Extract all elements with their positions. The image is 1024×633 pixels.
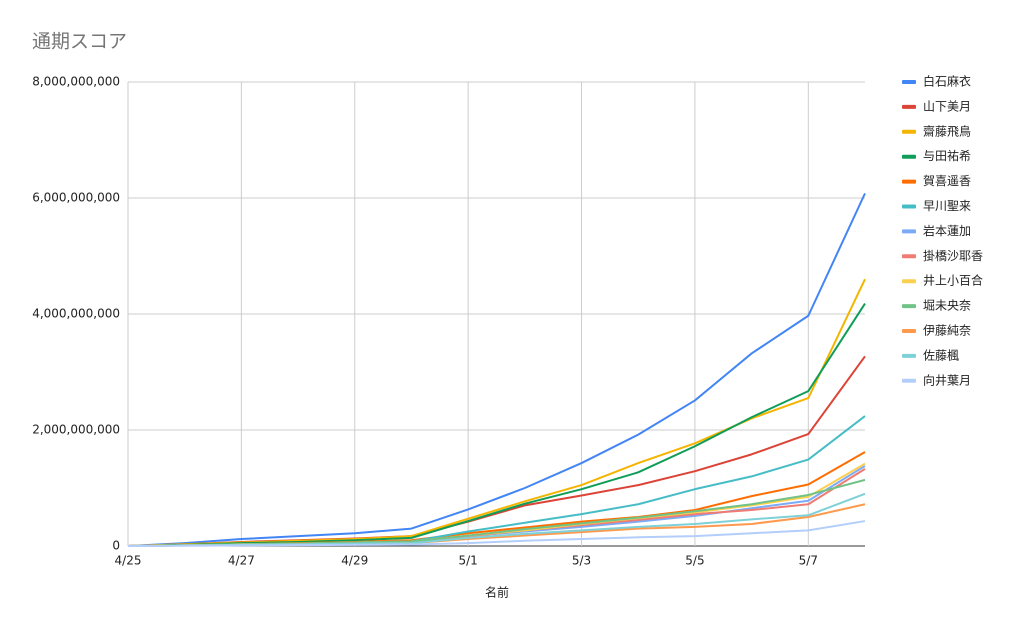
y-tick-label: 0 bbox=[112, 539, 120, 553]
x-tick-label: 5/5 bbox=[685, 554, 704, 568]
y-tick-label: 8,000,000,000 bbox=[32, 75, 120, 89]
legend-marker bbox=[902, 179, 916, 184]
series-line bbox=[127, 303, 866, 547]
legend-label: 向井葉月 bbox=[923, 372, 971, 387]
x-tick-label: 4/27 bbox=[228, 554, 255, 568]
legend-label: 齋藤飛鳥 bbox=[923, 123, 971, 138]
legend-marker bbox=[902, 80, 916, 84]
chart-title: 通期スコア bbox=[32, 31, 127, 53]
legend-marker bbox=[902, 129, 916, 134]
x-tick-label: 4/29 bbox=[341, 554, 368, 568]
legend-marker bbox=[902, 229, 916, 234]
x-tick-label: 5/1 bbox=[458, 554, 477, 568]
x-tick-label: 4/25 bbox=[115, 554, 142, 568]
legend-marker bbox=[902, 378, 916, 383]
legend-label: 掛橋沙耶香 bbox=[923, 248, 983, 263]
x-tick-label: 5/3 bbox=[572, 554, 591, 568]
legend-label: 岩本蓮加 bbox=[923, 223, 971, 238]
legend-marker bbox=[902, 104, 916, 109]
legend-marker bbox=[902, 304, 916, 309]
legend-marker bbox=[902, 329, 916, 333]
legend-label: 佐藤楓 bbox=[923, 347, 959, 362]
legend-label: 山下美月 bbox=[923, 99, 971, 113]
x-axis-label: 名前 bbox=[485, 585, 509, 600]
legend-marker bbox=[902, 254, 916, 259]
legend-label: 白石麻衣 bbox=[923, 74, 971, 89]
legend-label: 井上小百合 bbox=[923, 273, 983, 288]
y-tick-label: 2,000,000,000 bbox=[32, 423, 120, 437]
legend-label: 堀未央奈 bbox=[923, 298, 971, 313]
series-line bbox=[127, 520, 866, 547]
legend-label: 伊藤純奈 bbox=[923, 324, 971, 338]
series-line bbox=[127, 192, 866, 547]
x-tick-label: 5/7 bbox=[799, 554, 818, 568]
legend-marker bbox=[902, 353, 916, 358]
legend-marker bbox=[902, 204, 916, 209]
legend-marker bbox=[902, 279, 916, 284]
y-tick-label: 4,000,000,000 bbox=[32, 307, 120, 321]
legend-label: 賀喜遥香 bbox=[923, 174, 971, 188]
legend-marker bbox=[902, 154, 916, 159]
y-tick-label: 6,000,000,000 bbox=[32, 191, 120, 205]
legend-label: 早川聖来 bbox=[923, 199, 971, 213]
legend-label: 与田祐希 bbox=[923, 148, 971, 163]
